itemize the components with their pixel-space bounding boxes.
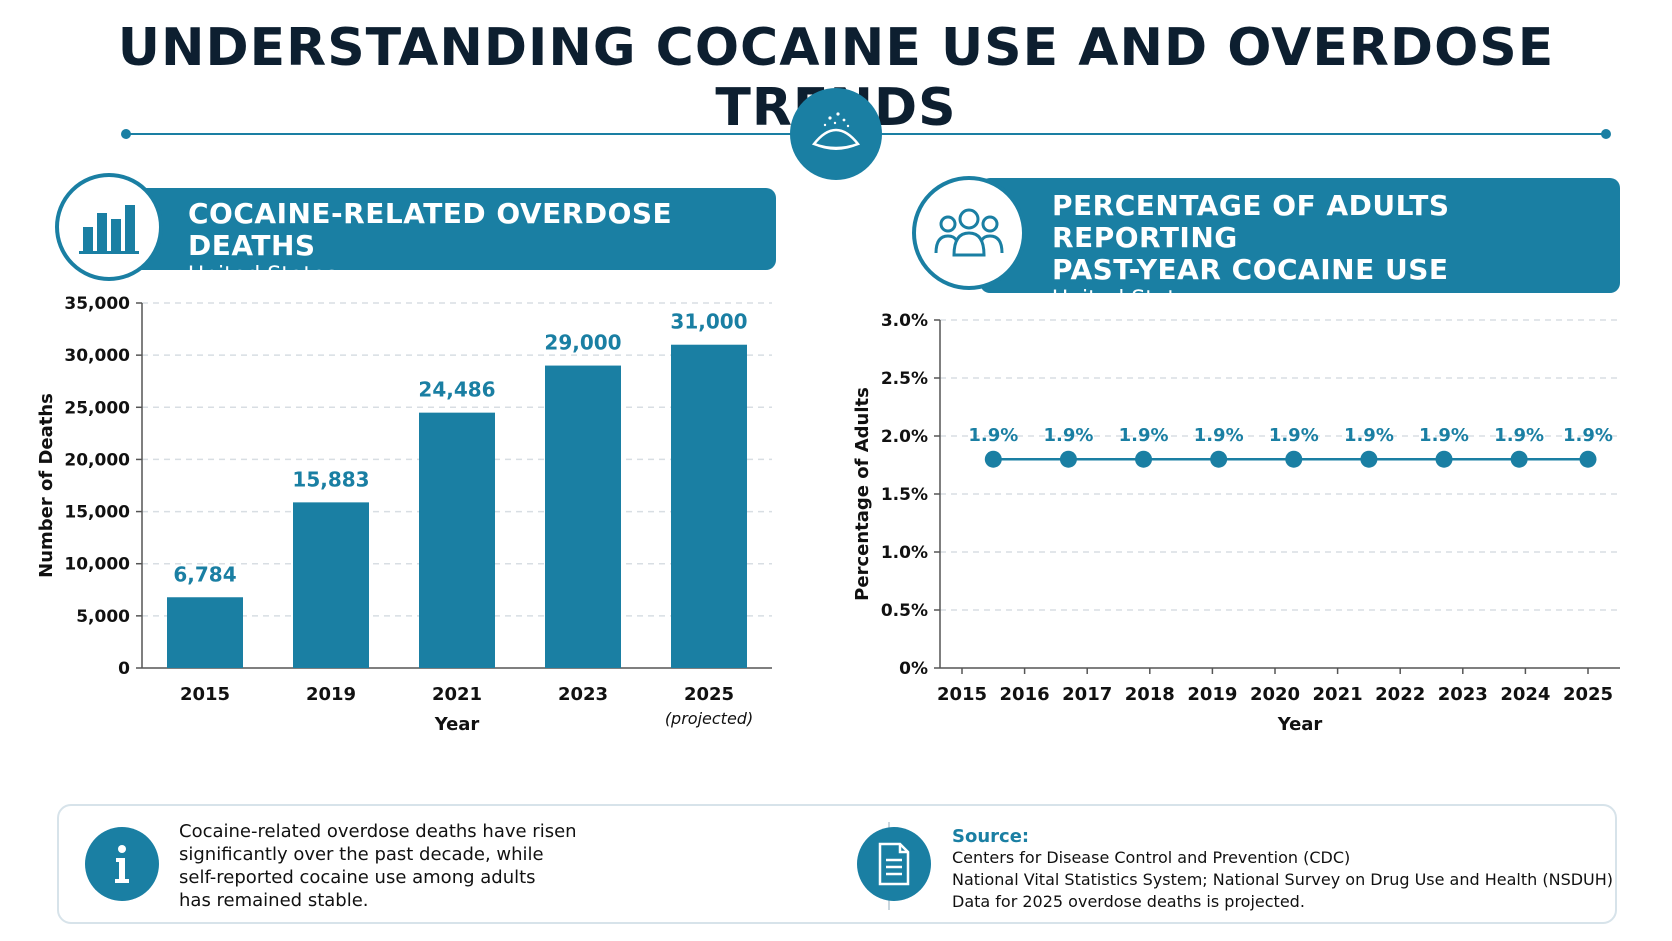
data-point bbox=[984, 450, 1002, 468]
x-tick-label: 2025 bbox=[684, 684, 734, 705]
x-tick-label: 2023 bbox=[558, 684, 608, 705]
data-point-label: 1.9% bbox=[968, 425, 1018, 446]
bar bbox=[671, 344, 747, 668]
x-tick-label: 2017 bbox=[1062, 684, 1112, 705]
left-panel-title: COCAINE-RELATED OVERDOSE DEATHS bbox=[188, 197, 673, 262]
x-tick-label: 2016 bbox=[1000, 684, 1050, 705]
source-block: Source: Centers for Disease Control and … bbox=[952, 826, 1613, 913]
data-point bbox=[1510, 450, 1528, 468]
info-icon bbox=[85, 827, 159, 901]
y-tick-label: 20,000 bbox=[64, 450, 130, 470]
right-panel-title-line2: PAST-YEAR COCAINE USE bbox=[1052, 253, 1449, 286]
bar-value-label: 31,000 bbox=[670, 310, 747, 334]
y-tick-label: 10,000 bbox=[64, 555, 130, 575]
footer-box: Cocaine-related overdose deaths have ris… bbox=[57, 804, 1617, 924]
x-tick-label: 2015 bbox=[937, 684, 987, 705]
bar-value-label: 15,883 bbox=[292, 467, 369, 491]
x-axis-label: Year bbox=[434, 714, 480, 735]
y-axis-label: Percentage of Adults bbox=[852, 387, 873, 601]
cocaine-pile-icon bbox=[790, 88, 882, 180]
data-point bbox=[1285, 450, 1303, 468]
divider-dot-right bbox=[1601, 129, 1611, 139]
x-tick-label: 2021 bbox=[1313, 684, 1363, 705]
info-line: has remained stable. bbox=[179, 890, 369, 911]
x-tick-label: 2024 bbox=[1500, 684, 1550, 705]
divider-dot-left bbox=[121, 129, 131, 139]
overdose-deaths-bar-chart: 0 5,000 10,000 15,000 20,000 25,000 30,000 35,0… bbox=[36, 295, 772, 735]
data-point-label: 1.9% bbox=[1563, 425, 1613, 446]
y-tick-label: 5,000 bbox=[76, 607, 130, 627]
y-tick-label: 1.5% bbox=[881, 485, 928, 505]
bar-value-label: 24,486 bbox=[418, 378, 495, 402]
y-tick-label: 30,000 bbox=[64, 346, 130, 366]
info-text: Cocaine-related overdose deaths have ris… bbox=[179, 820, 577, 912]
y-tick-label: 25,000 bbox=[64, 398, 130, 418]
bar bbox=[167, 597, 243, 668]
bar-chart-icon bbox=[55, 173, 163, 281]
y-tick-label: 2.5% bbox=[881, 369, 928, 389]
bar bbox=[293, 502, 369, 668]
left-panel-banner: COCAINE-RELATED OVERDOSE DEATHS United S… bbox=[120, 188, 776, 288]
x-tick-label: 2018 bbox=[1125, 684, 1175, 705]
y-tick-label: 15,000 bbox=[64, 503, 130, 523]
x-tick-label: 2023 bbox=[1438, 684, 1488, 705]
data-point-label: 1.9% bbox=[1344, 425, 1394, 446]
source-line: National Vital Statistics System; Nation… bbox=[952, 870, 1614, 889]
x-tick-label: 2015 bbox=[180, 684, 230, 705]
x-tick-label: 2020 bbox=[1250, 684, 1300, 705]
data-point-label: 1.9% bbox=[1119, 425, 1169, 446]
info-line: significantly over the past decade, whil… bbox=[179, 844, 544, 865]
cocaine-use-line-chart: 0% 0.5% 1.0% 1.5% 2.0% 2.5% 3.0% 2015 2016 2017 20… bbox=[852, 311, 1620, 735]
bar-value-label: 6,784 bbox=[173, 562, 236, 586]
data-point-label: 1.9% bbox=[1194, 425, 1244, 446]
source-line: Data for 2025 overdose deaths is project… bbox=[952, 892, 1305, 911]
info-line: self-reported cocaine use among adults bbox=[179, 867, 536, 888]
bar bbox=[545, 365, 621, 668]
y-tick-label: 2.0% bbox=[881, 427, 928, 447]
data-point-label: 1.9% bbox=[1494, 425, 1544, 446]
right-panel-banner: PERCENTAGE OF ADULTS REPORTING PAST-YEAR… bbox=[980, 178, 1620, 312]
x-tick-note: (projected) bbox=[665, 709, 753, 728]
y-tick-label: 0 bbox=[118, 659, 130, 679]
x-tick-label: 2022 bbox=[1375, 684, 1425, 705]
data-point bbox=[1059, 450, 1077, 468]
data-point-label: 1.9% bbox=[1043, 425, 1093, 446]
data-point bbox=[1210, 450, 1228, 468]
people-group-icon bbox=[912, 176, 1026, 290]
y-tick-label: 35,000 bbox=[64, 295, 130, 314]
bar-value-label: 29,000 bbox=[544, 331, 621, 355]
data-point bbox=[1135, 450, 1153, 468]
x-tick-label: 2019 bbox=[1187, 684, 1237, 705]
source-title: Source: bbox=[952, 826, 1030, 847]
y-tick-label: 1.0% bbox=[881, 543, 928, 563]
data-point bbox=[1360, 450, 1378, 468]
x-tick-label: 2021 bbox=[432, 684, 482, 705]
data-point-label: 1.9% bbox=[1269, 425, 1319, 446]
data-point-label: 1.9% bbox=[1419, 425, 1469, 446]
left-panel-subtitle: United States bbox=[188, 263, 337, 288]
bar bbox=[419, 412, 495, 668]
y-tick-label: 3.0% bbox=[881, 311, 928, 331]
x-tick-label: 2019 bbox=[306, 684, 356, 705]
data-point bbox=[1579, 450, 1597, 468]
x-tick-label: 2025 bbox=[1563, 684, 1613, 705]
x-axis-label: Year bbox=[1277, 714, 1323, 735]
y-tick-label: 0.5% bbox=[881, 601, 928, 621]
source-line: Centers for Disease Control and Preventi… bbox=[952, 848, 1351, 867]
right-panel-subtitle: United States bbox=[1052, 287, 1201, 312]
right-panel-title-line1: PERCENTAGE OF ADULTS REPORTING bbox=[1052, 189, 1450, 254]
info-line: Cocaine-related overdose deaths have ris… bbox=[179, 821, 577, 842]
y-tick-label: 0% bbox=[899, 659, 928, 679]
document-icon bbox=[857, 827, 931, 901]
y-axis-label: Number of Deaths bbox=[36, 393, 57, 578]
data-point bbox=[1435, 450, 1453, 468]
